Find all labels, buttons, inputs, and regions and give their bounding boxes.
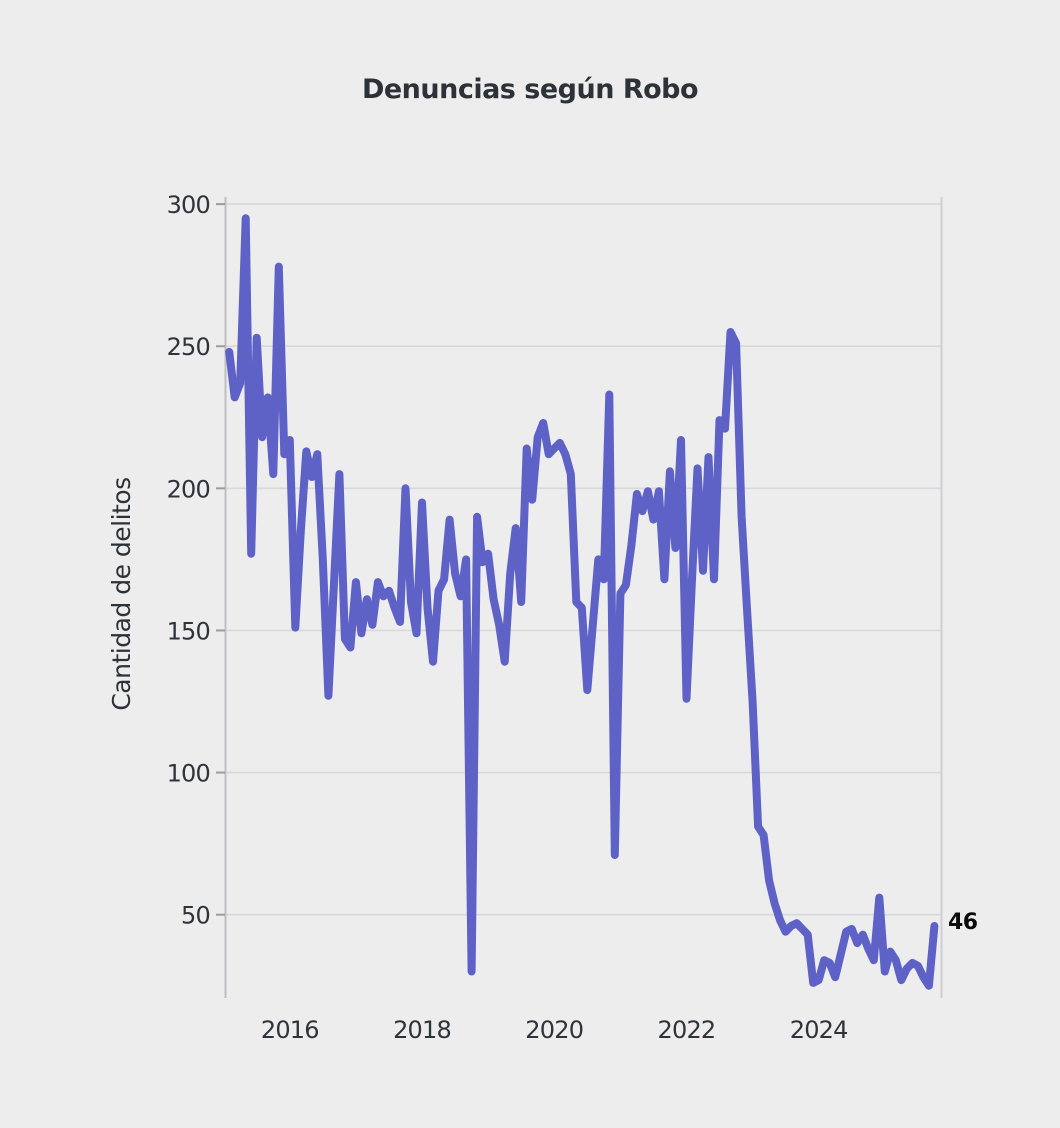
y-tick-label: 100: [167, 760, 210, 788]
y-axis-ticks: 50 100 150 200 250 300: [167, 191, 225, 930]
x-tick-label: 2020: [525, 1016, 583, 1044]
x-tick-label: 2016: [261, 1016, 319, 1044]
x-tick-label: 2022: [658, 1016, 716, 1044]
y-tick-label: 300: [167, 191, 210, 219]
chart-title: Denuncias según Robo: [362, 74, 698, 105]
data-series: [225, 214, 939, 990]
axes: [224, 197, 943, 998]
y-tick-label: 150: [167, 617, 210, 645]
x-axis-ticks: 2016 2018 2020 2022 2024: [261, 1016, 849, 1044]
y-tick-label: 200: [167, 475, 210, 503]
y-tick-label: 50: [181, 902, 210, 930]
y-axis-title: Cantidad de delitos: [107, 477, 136, 710]
x-tick-label: 2024: [790, 1016, 848, 1044]
robbery-reports-line: [225, 214, 939, 990]
y-tick-label: 250: [167, 333, 210, 361]
x-tick-label: 2018: [393, 1016, 451, 1044]
last-value-label: 46: [948, 910, 978, 935]
